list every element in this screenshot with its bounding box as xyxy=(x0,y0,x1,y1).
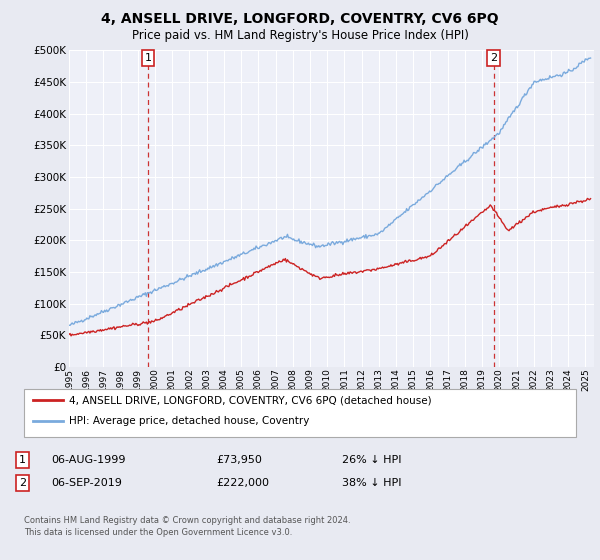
Text: HPI: Average price, detached house, Coventry: HPI: Average price, detached house, Cove… xyxy=(69,416,310,426)
Text: 2: 2 xyxy=(490,53,497,63)
Text: £73,950: £73,950 xyxy=(216,455,262,465)
Text: 26% ↓ HPI: 26% ↓ HPI xyxy=(342,455,401,465)
Text: 06-SEP-2019: 06-SEP-2019 xyxy=(51,478,122,488)
Text: 38% ↓ HPI: 38% ↓ HPI xyxy=(342,478,401,488)
Text: 1: 1 xyxy=(145,53,152,63)
Text: Contains HM Land Registry data © Crown copyright and database right 2024.
This d: Contains HM Land Registry data © Crown c… xyxy=(24,516,350,537)
Text: 1: 1 xyxy=(19,455,26,465)
Text: 2: 2 xyxy=(19,478,26,488)
Text: £222,000: £222,000 xyxy=(216,478,269,488)
Text: 06-AUG-1999: 06-AUG-1999 xyxy=(51,455,125,465)
Text: Price paid vs. HM Land Registry's House Price Index (HPI): Price paid vs. HM Land Registry's House … xyxy=(131,29,469,42)
Text: 4, ANSELL DRIVE, LONGFORD, COVENTRY, CV6 6PQ (detached house): 4, ANSELL DRIVE, LONGFORD, COVENTRY, CV6… xyxy=(69,395,431,405)
Text: 4, ANSELL DRIVE, LONGFORD, COVENTRY, CV6 6PQ: 4, ANSELL DRIVE, LONGFORD, COVENTRY, CV6… xyxy=(101,12,499,26)
